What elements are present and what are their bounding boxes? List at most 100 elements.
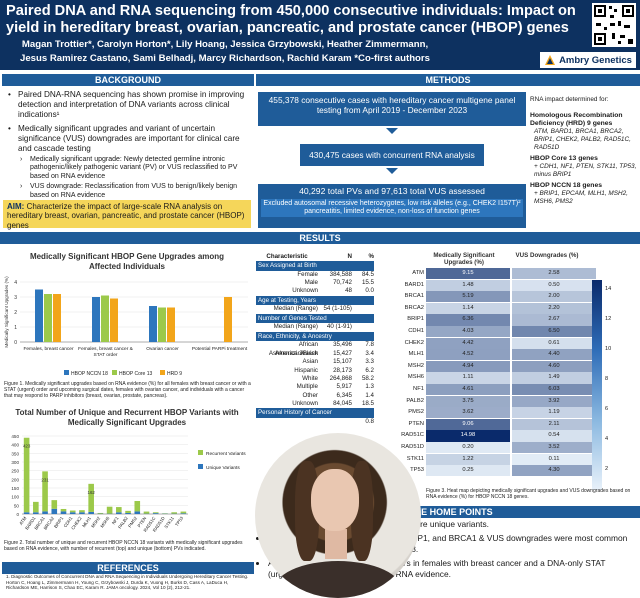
background-heading: BACKGROUND: [2, 74, 254, 86]
methods-exclusion-note: Excluded autosomal recessive heterozygot…: [261, 199, 523, 218]
heatmap-cell-downgrade: 0.61: [512, 337, 596, 349]
fig1-bar: [167, 307, 175, 342]
author-list: Magan Trottier*, Carolyn Horton*, Lily H…: [20, 39, 430, 64]
heatmap-cell-downgrade: 0.50: [512, 279, 596, 291]
heatmap-cell-upgrade: 4.61: [426, 384, 510, 396]
background-sub-bullet: VUS downgrade: Reclassification from VUS…: [8, 183, 248, 200]
qr-code-icon[interactable]: [592, 3, 636, 47]
fig2-ytick: 50: [14, 503, 20, 508]
table-row: Female 384,588 84.5: [256, 271, 374, 279]
table-cell: [352, 323, 374, 331]
fig2-category-label: PALB2: [117, 515, 129, 529]
heatmap-cell-upgrade: 9.06: [426, 418, 510, 430]
background-sub-bullet: Medically significant upgrade: Newly det…: [8, 156, 248, 181]
background-bullet: Paired DNA-RNA sequencing has shown prom…: [8, 90, 248, 120]
table-row: African American/Black 35,496 7.8: [256, 341, 374, 356]
presenter-face: [311, 469, 359, 531]
fig1-bar: [44, 294, 52, 342]
table-cell: Hispanic: [294, 366, 318, 374]
poster-header: Paired DNA and RNA sequencing from 450,0…: [0, 0, 640, 70]
table-cell: 15,107: [333, 358, 352, 366]
fig2-category-label: MSH2: [90, 515, 101, 528]
table-cell: 3.4: [365, 349, 374, 357]
table-row: Asian 15,107 3.3: [256, 358, 374, 366]
table-cell: 84.5: [361, 270, 374, 278]
fig1-bar-chart: Medically Significant Upgrades (%) 0 1 2 3 4 F…: [4, 276, 248, 377]
table-row: 0.8: [256, 418, 374, 426]
gene-group-list: ATM, BARD1, BRCA1, BRCA2, BRIP1, CHEK2, …: [534, 128, 631, 151]
fig2-title: Total Number of Unique and Recurrent HBO…: [15, 408, 239, 427]
table-cell: 58.2: [361, 374, 374, 382]
fig1-bar: [101, 295, 109, 342]
fig1-ytick: 2: [14, 310, 17, 316]
fig2-bar-recurrent: [23, 437, 30, 513]
fig2-category-label: PTEN: [137, 516, 148, 528]
fig2-data-label: 231: [41, 477, 49, 482]
fig2-ytick: 300: [11, 460, 19, 465]
table-cell: 1.4: [365, 391, 374, 399]
heatmap-gene-label: NF1: [413, 386, 424, 392]
methods-variant-box: 40,292 total PVs and 97,613 total VUS as…: [258, 184, 526, 228]
heatmap-colorbar: [592, 280, 602, 490]
gene-group-heading: Homologous Recombination Deficiency (HRD…: [530, 112, 623, 127]
poster-title: Paired DNA and RNA sequencing from 450,0…: [6, 3, 576, 36]
fig2-bar-unique: [152, 513, 159, 514]
fig2-category-label: NF1: [111, 515, 120, 525]
rna-impact-intro: RNA impact determined for:: [530, 96, 609, 103]
table-cell: 264,868: [329, 374, 352, 382]
heatmap-cell-upgrade: 1.48: [426, 279, 510, 291]
table-cell: Multiple: [296, 383, 318, 391]
fig2-stacked-bar-chart: 050100150200250300350400450ATMBARD1BRCA1…: [11, 434, 246, 533]
heatmap-cell-upgrade: 4.03: [426, 326, 510, 338]
fig1-bar: [224, 297, 232, 342]
table-cell: 0.0: [365, 287, 374, 295]
aim-box: AIM: Characterize the impact of large-sc…: [3, 200, 251, 230]
fig1-category-label: Potential PARPi treatment: [192, 346, 248, 352]
heatmap-cell-upgrade: 0.25: [426, 465, 510, 477]
methods-variant-count: 40,292 total PVs and 97,613 total VUS as…: [299, 186, 485, 196]
fig2-bar-recurrent: [69, 510, 76, 513]
table-section-heading: Number of Genes Tested: [256, 313, 374, 324]
table-cell: Ashkenazi Jewish: [268, 349, 318, 357]
fig2-bar-recurrent: [125, 510, 131, 513]
table-cell: Other: [302, 391, 318, 399]
fig1-ytick: 4: [14, 280, 17, 286]
colorbar-tick: 14: [605, 286, 612, 292]
table-cell: Median (Range): [273, 323, 318, 331]
fig2-caption: Figure 2. Total number of unique and rec…: [4, 540, 243, 552]
fig1-bar: [149, 306, 157, 342]
fig2-bar-recurrent: [116, 507, 122, 513]
fig2-ytick: 100: [11, 495, 19, 500]
fig2-bar-unique: [42, 511, 48, 514]
fig2-bar-unique: [33, 512, 39, 514]
fig2-category-label: CHEK2: [70, 515, 83, 530]
table-row: Median (Range) 40 (1-91): [256, 323, 374, 331]
heatmap-gene-label: BRCA2: [404, 304, 424, 311]
table-row: Unknown 48 0.0: [256, 287, 374, 295]
demographics-table: Characteristic N% Sex Assigned at Birth Fem…: [256, 252, 374, 426]
fig1-category-label: STAT order: [94, 352, 118, 358]
table-section-heading: Race, Ethnicity, & Ancestry: [256, 331, 374, 342]
colorbar-tick: 6: [605, 406, 609, 412]
heatmap-cell-downgrade: 1.49: [512, 372, 596, 384]
background-section: Paired DNA-RNA sequencing has shown prom…: [2, 86, 254, 228]
fig1-category-label: Females, breast cancer: [23, 346, 74, 352]
aim-label: AIM:: [7, 202, 25, 211]
fig2-bar-recurrent: [33, 501, 39, 513]
gene-group-heading: HBOP Core 13 genes: [530, 155, 598, 162]
fig2-bar-recurrent: [171, 512, 177, 514]
table-header-row: Characteristic N%: [256, 252, 374, 261]
table-cell: 48: [345, 287, 352, 295]
fig2-category-label: CDH1: [63, 515, 74, 528]
fig2-legend-swatch: [198, 450, 203, 455]
heatmap-cell-downgrade: 0.11: [512, 453, 596, 465]
heatmap-cell-downgrade: 6.50: [512, 326, 596, 338]
fig2-category-label: BRIP1: [53, 515, 65, 529]
table-row: Male 70,742 15.5: [256, 279, 374, 287]
fig2-ytick: 150: [11, 486, 19, 491]
presenter-video[interactable]: [255, 433, 421, 598]
fig2-category-label: TP53: [174, 515, 184, 527]
fig2-bar-recurrent: [97, 512, 104, 514]
fig1-category-label: Females, breast cancer &: [78, 346, 133, 352]
heatmap-gene-label: MLH1: [408, 351, 424, 358]
